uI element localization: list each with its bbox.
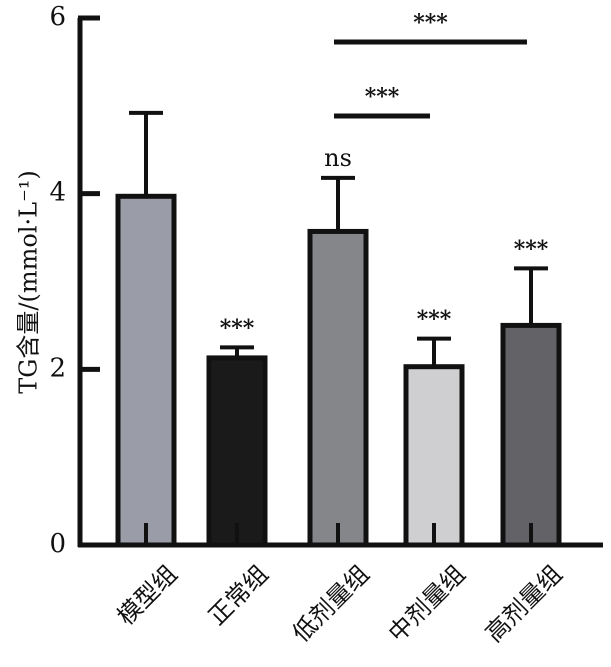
significance-label: *** <box>514 236 549 262</box>
y-axis-label: TG含量/(mmol·L⁻¹) <box>15 170 43 394</box>
y-tick-label: 6 <box>49 2 66 32</box>
significance-label: *** <box>220 315 255 341</box>
ns-label: ns <box>324 144 352 172</box>
category-label: 低剂量组 <box>287 560 375 648</box>
y-tick-label: 2 <box>49 353 66 383</box>
category-label: 模型组 <box>112 560 183 631</box>
bars <box>115 110 562 548</box>
bar <box>403 364 465 548</box>
bar <box>307 228 369 548</box>
bar <box>115 193 177 548</box>
significance-label: *** <box>417 307 452 333</box>
comparison-label: *** <box>365 84 400 110</box>
y-axis-label-group: TG含量/(mmol·L⁻¹) <box>15 170 43 394</box>
y-tick-label: 4 <box>49 178 66 208</box>
y-tick-label: 0 <box>49 529 66 559</box>
bar <box>500 322 562 548</box>
bar <box>206 355 268 548</box>
category-label: 正常组 <box>203 560 274 631</box>
category-label: 中剂量组 <box>383 560 471 648</box>
comparison-label: *** <box>413 10 448 36</box>
category-label: 高剂量组 <box>480 560 568 648</box>
